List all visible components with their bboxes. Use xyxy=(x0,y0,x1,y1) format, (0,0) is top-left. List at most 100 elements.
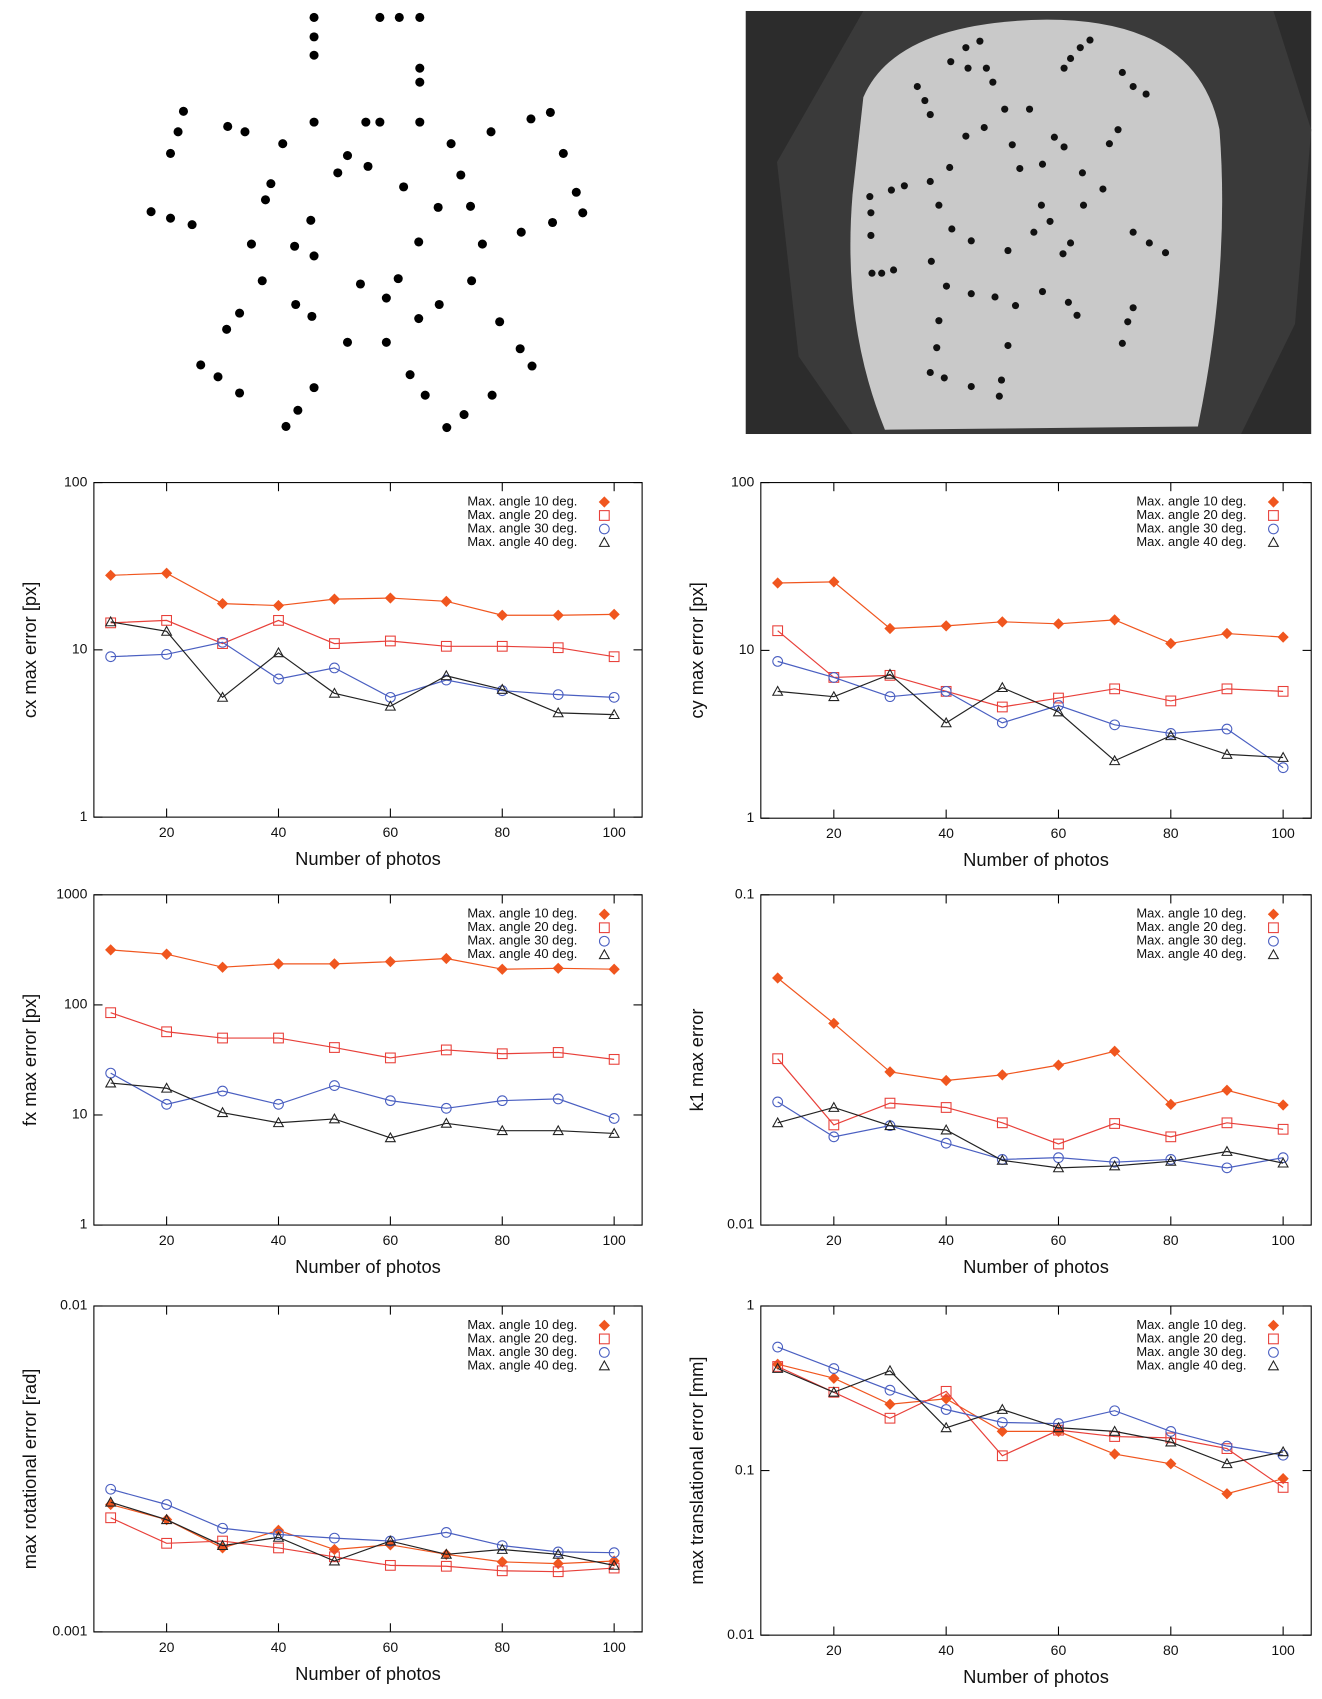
legend-text: Max. angle 20 deg. xyxy=(467,507,577,522)
marker xyxy=(1165,695,1177,707)
marker xyxy=(1277,1123,1289,1135)
marker xyxy=(552,1546,564,1558)
dot xyxy=(495,317,505,327)
photo-dot xyxy=(947,58,955,66)
dot xyxy=(165,148,176,158)
marker xyxy=(552,706,564,718)
dot xyxy=(196,360,206,370)
marker xyxy=(1108,754,1121,766)
dot xyxy=(342,337,353,347)
marker xyxy=(1277,631,1289,643)
photo-dot xyxy=(967,290,975,298)
marker xyxy=(884,668,896,679)
marker xyxy=(996,1154,1009,1165)
marker xyxy=(884,1364,896,1376)
photo-dot xyxy=(1037,201,1045,209)
marker xyxy=(1277,685,1289,697)
legend-marker xyxy=(598,1319,610,1332)
marker xyxy=(161,1537,173,1549)
marker xyxy=(496,685,508,697)
photo-dot xyxy=(1050,133,1058,141)
series-line xyxy=(110,621,615,716)
photo-dot xyxy=(927,257,935,265)
legend-marker xyxy=(1268,1333,1279,1345)
marker xyxy=(272,646,285,658)
marker xyxy=(161,1499,173,1510)
marker xyxy=(384,700,397,711)
photo-dot xyxy=(1114,126,1122,134)
x-tick-label: 80 xyxy=(1163,825,1179,841)
photo-dot xyxy=(1076,44,1084,52)
marker xyxy=(496,1124,509,1136)
chart: 20 40 60 80 100 0.001 0.01 Number of photos max … xyxy=(19,1297,643,1684)
series-line xyxy=(777,1365,1284,1488)
marker xyxy=(1221,683,1233,695)
dot xyxy=(309,12,319,22)
x-tick-label: 80 xyxy=(494,824,510,840)
marker xyxy=(440,595,452,607)
dot xyxy=(309,251,319,261)
marker xyxy=(328,593,341,605)
marker xyxy=(496,1556,508,1568)
legend-text: Max. angle 40 deg. xyxy=(467,946,577,961)
dot xyxy=(309,383,319,393)
marker xyxy=(1165,637,1177,650)
marker xyxy=(384,1095,396,1107)
dot xyxy=(290,241,300,251)
dot xyxy=(467,276,477,286)
marker xyxy=(1109,1118,1121,1129)
marker xyxy=(161,1098,173,1110)
dot xyxy=(355,279,365,289)
dot xyxy=(434,299,444,310)
marker xyxy=(384,635,396,647)
marker xyxy=(216,691,229,702)
dot xyxy=(361,117,371,127)
marker xyxy=(329,1532,340,1544)
marker xyxy=(771,1362,784,1373)
dot xyxy=(240,127,250,137)
marker xyxy=(328,1112,341,1124)
marker xyxy=(105,1512,117,1524)
series-line xyxy=(777,660,1284,769)
photo-dot xyxy=(868,269,876,277)
marker xyxy=(552,1558,564,1570)
marker xyxy=(1109,683,1121,695)
photo-dot xyxy=(962,132,970,140)
legend-marker xyxy=(1268,935,1279,947)
photo-dot xyxy=(1059,250,1067,258)
marker xyxy=(884,1398,896,1410)
marker xyxy=(552,1093,564,1105)
marker xyxy=(329,1042,340,1053)
legend-marker xyxy=(598,1347,610,1358)
photo-dot xyxy=(935,201,943,209)
photo-dot xyxy=(913,82,921,91)
x-tick-label: 20 xyxy=(826,1232,842,1248)
legend-text: Max. angle 40 deg. xyxy=(1136,946,1246,961)
legend-marker xyxy=(598,510,610,521)
y-axis-label: cy max error [px] xyxy=(686,582,707,718)
marker xyxy=(996,1117,1008,1129)
x-tick-label: 80 xyxy=(1163,1642,1179,1658)
x-tick-label: 100 xyxy=(1271,1232,1295,1248)
dot xyxy=(165,213,176,223)
marker xyxy=(1221,1457,1233,1469)
photo-dot xyxy=(982,64,990,72)
legend-text: Max. angle 10 deg. xyxy=(1136,493,1246,508)
legend-marker xyxy=(1268,1347,1279,1358)
marker xyxy=(940,1124,952,1135)
marker xyxy=(1165,1458,1177,1470)
marker xyxy=(1221,1488,1233,1500)
chart: 20 40 60 80 100 1 10 100 Number of photos cx max … xyxy=(19,473,643,869)
photo-dot xyxy=(1038,160,1047,168)
x-axis-label: Number of photos xyxy=(295,848,441,869)
marker xyxy=(1221,627,1233,640)
marker xyxy=(1053,1424,1064,1436)
marker xyxy=(1109,1045,1121,1057)
series-line xyxy=(110,619,615,658)
x-axis-label: Number of photos xyxy=(963,1666,1109,1687)
marker xyxy=(996,1403,1009,1414)
marker xyxy=(217,636,228,648)
marker xyxy=(273,1098,284,1110)
marker xyxy=(608,651,620,663)
